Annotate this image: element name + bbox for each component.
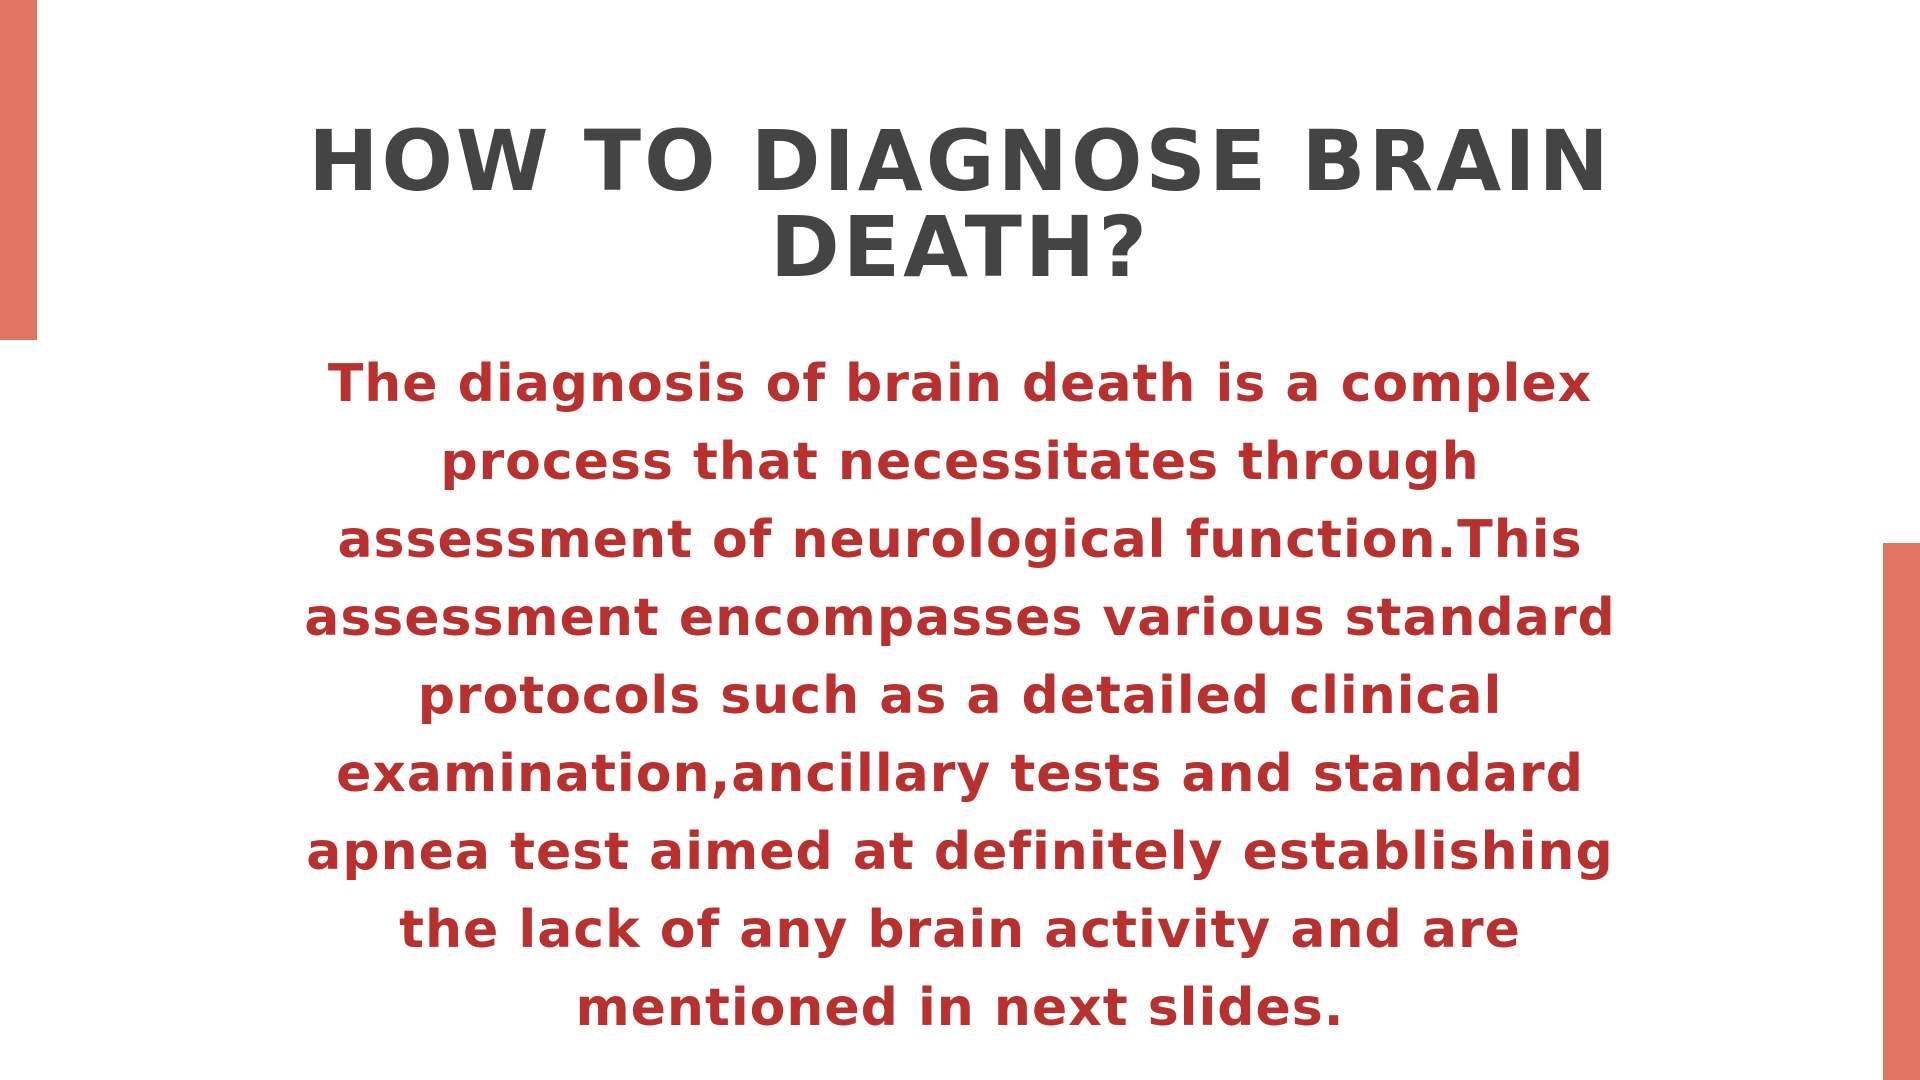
slide-body-text: The diagnosis of brain death is a comple… (304, 354, 1616, 1038)
accent-bar-right (1883, 543, 1920, 1080)
slide-title: HOW TO DIAGNOSE BRAIN DEATH? (308, 112, 1612, 296)
accent-bar-left (0, 0, 37, 340)
